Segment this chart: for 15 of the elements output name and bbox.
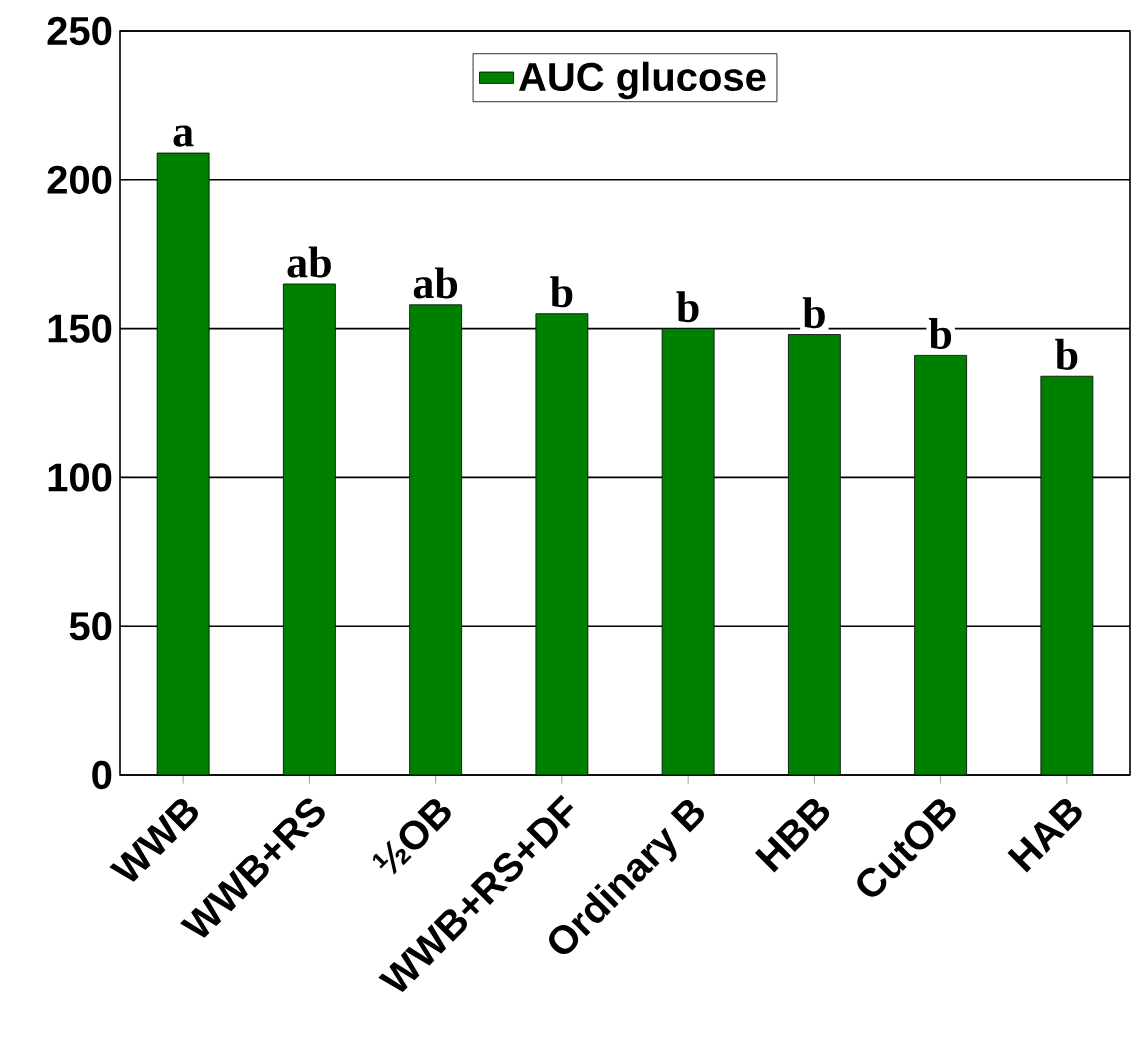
annotation: ab — [413, 267, 458, 299]
y-tick-label: 100 — [48, 463, 112, 492]
annotation: b — [1055, 338, 1078, 370]
annotation: b — [802, 297, 825, 329]
annotation: ab — [287, 246, 331, 278]
annotation: b — [928, 318, 952, 349]
annotation: b — [550, 276, 573, 308]
legend-label: AUC glucose — [519, 61, 766, 100]
y-tick-label: 250 — [47, 16, 112, 46]
y-tick-label: 0 — [92, 760, 112, 790]
y-tick-label: 50 — [69, 612, 112, 641]
annotation: a — [173, 125, 194, 147]
annotation: b — [676, 291, 699, 323]
y-tick-label: 200 — [47, 165, 112, 194]
y-tick-label: 150 — [48, 314, 112, 343]
